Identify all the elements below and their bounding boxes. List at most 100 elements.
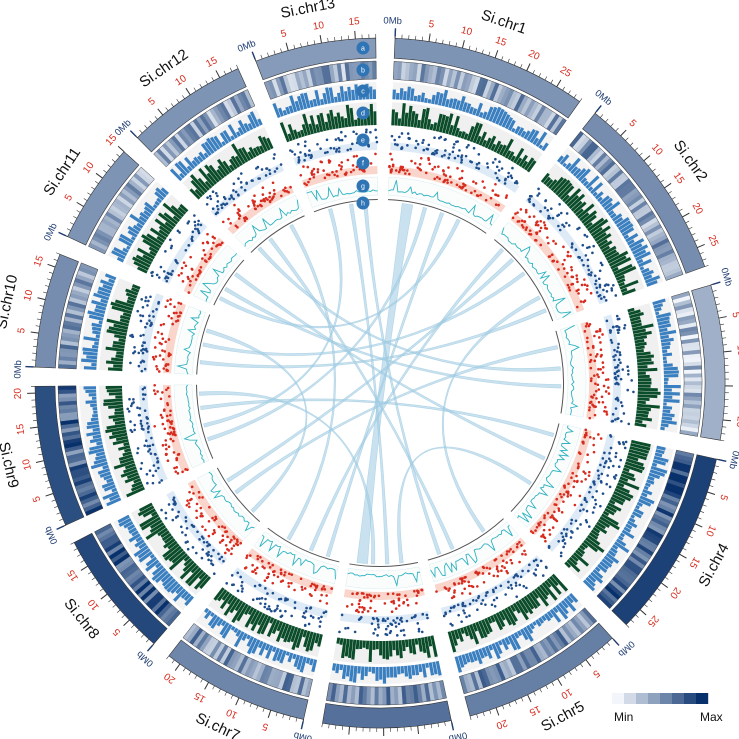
axis-tick [468, 45, 471, 50]
histogram-bar [295, 628, 305, 649]
histogram-bar [173, 588, 187, 602]
histogram-bar [221, 620, 227, 627]
histogram-bar [610, 496, 624, 506]
heat-cell [679, 330, 699, 337]
scatter-point [369, 162, 373, 165]
scatter-point [366, 609, 370, 613]
scatter-point [144, 325, 147, 329]
axis-tick [688, 226, 693, 230]
scatter-point [443, 586, 447, 589]
histogram-bar [357, 666, 361, 674]
scatter-point [421, 141, 424, 145]
heat-cell [522, 649, 535, 668]
scatter-point [206, 554, 210, 557]
heat-cell [205, 109, 219, 128]
histogram-bar [629, 311, 644, 319]
histogram-bar [607, 549, 616, 558]
scatter-point [400, 146, 404, 150]
histogram-bar [575, 549, 584, 558]
histogram-bar [102, 464, 109, 470]
heat-cell [564, 622, 579, 640]
axis-tick [41, 467, 46, 469]
histogram-bar [619, 532, 626, 538]
scatter-point [173, 305, 176, 309]
heat-cell [106, 543, 124, 557]
heat-cell [75, 273, 95, 284]
histogram-bar [414, 638, 419, 645]
heat-cell [660, 496, 679, 508]
scatter-point [433, 136, 436, 140]
histogram-bar [501, 609, 513, 626]
scatter-point [586, 264, 590, 268]
axis-tick [544, 76, 548, 81]
scatter-point [428, 162, 431, 166]
histogram-bar [352, 665, 358, 683]
scatter-point [175, 457, 179, 460]
heat-cell [683, 388, 702, 394]
scatter-point [193, 214, 196, 217]
scatter-point [563, 275, 567, 278]
scatter-point [548, 533, 552, 536]
histogram-bar [636, 406, 652, 412]
scatter-point [253, 204, 256, 207]
ideogram-band [34, 385, 85, 526]
axis-tick [671, 196, 676, 200]
scatter-point [236, 571, 240, 575]
scatter-point [239, 181, 243, 184]
histogram-bar [359, 640, 363, 650]
chromosome-si-chr5 [464, 622, 620, 720]
scatter-point [444, 149, 447, 152]
heatmap-outline [88, 166, 155, 255]
scatter-point [616, 374, 620, 378]
histogram-bar [538, 144, 544, 150]
scatter-point [528, 215, 531, 219]
histogram-bar [581, 542, 589, 549]
histogram-bar [536, 586, 549, 600]
scatter-point [605, 290, 609, 293]
histogram-bar [498, 111, 508, 127]
heat-cell [156, 602, 173, 619]
histogram-bar [213, 587, 225, 601]
histogram-bar [236, 603, 249, 622]
scatter-point [413, 162, 417, 165]
heat-cell [478, 78, 489, 97]
histogram-bar [566, 559, 581, 573]
scatter-point [222, 559, 225, 563]
histogram-bar [663, 374, 679, 378]
histogram-bar [454, 656, 462, 673]
histogram-bar [152, 204, 158, 209]
scatter-point [240, 590, 244, 593]
axis-tick [675, 559, 680, 563]
histogram-bar [355, 639, 360, 650]
histogram-bar [88, 448, 105, 455]
histogram-bar [106, 478, 114, 484]
scatter-point [150, 274, 154, 278]
scatter-point [515, 595, 519, 598]
scatter-point [463, 587, 467, 591]
histogram-bar [154, 218, 173, 233]
heat-cell [196, 116, 210, 134]
scatter-point [480, 602, 483, 606]
histogram-bar [658, 327, 668, 333]
histogram-bar [427, 636, 433, 647]
scatter-point [565, 534, 568, 538]
scatter-point [390, 158, 394, 161]
heat-cell [66, 451, 85, 461]
heat-cell [466, 673, 476, 692]
badge-circle [356, 84, 370, 98]
heat-cell [275, 77, 285, 96]
heat-cell [671, 464, 691, 474]
scatter-point [588, 322, 592, 326]
axis-tick [140, 634, 145, 638]
scatter-point [465, 145, 469, 149]
scatter-point [384, 632, 388, 636]
scatter-point [392, 599, 395, 603]
histogram-bar [369, 103, 374, 126]
scatter-point [256, 165, 260, 169]
scatter-point [439, 135, 443, 139]
synteny-link [200, 398, 555, 438]
scatter-point [266, 592, 269, 595]
heat-cell [659, 499, 678, 511]
heat-cell [502, 659, 514, 678]
scatter-point [349, 170, 353, 174]
